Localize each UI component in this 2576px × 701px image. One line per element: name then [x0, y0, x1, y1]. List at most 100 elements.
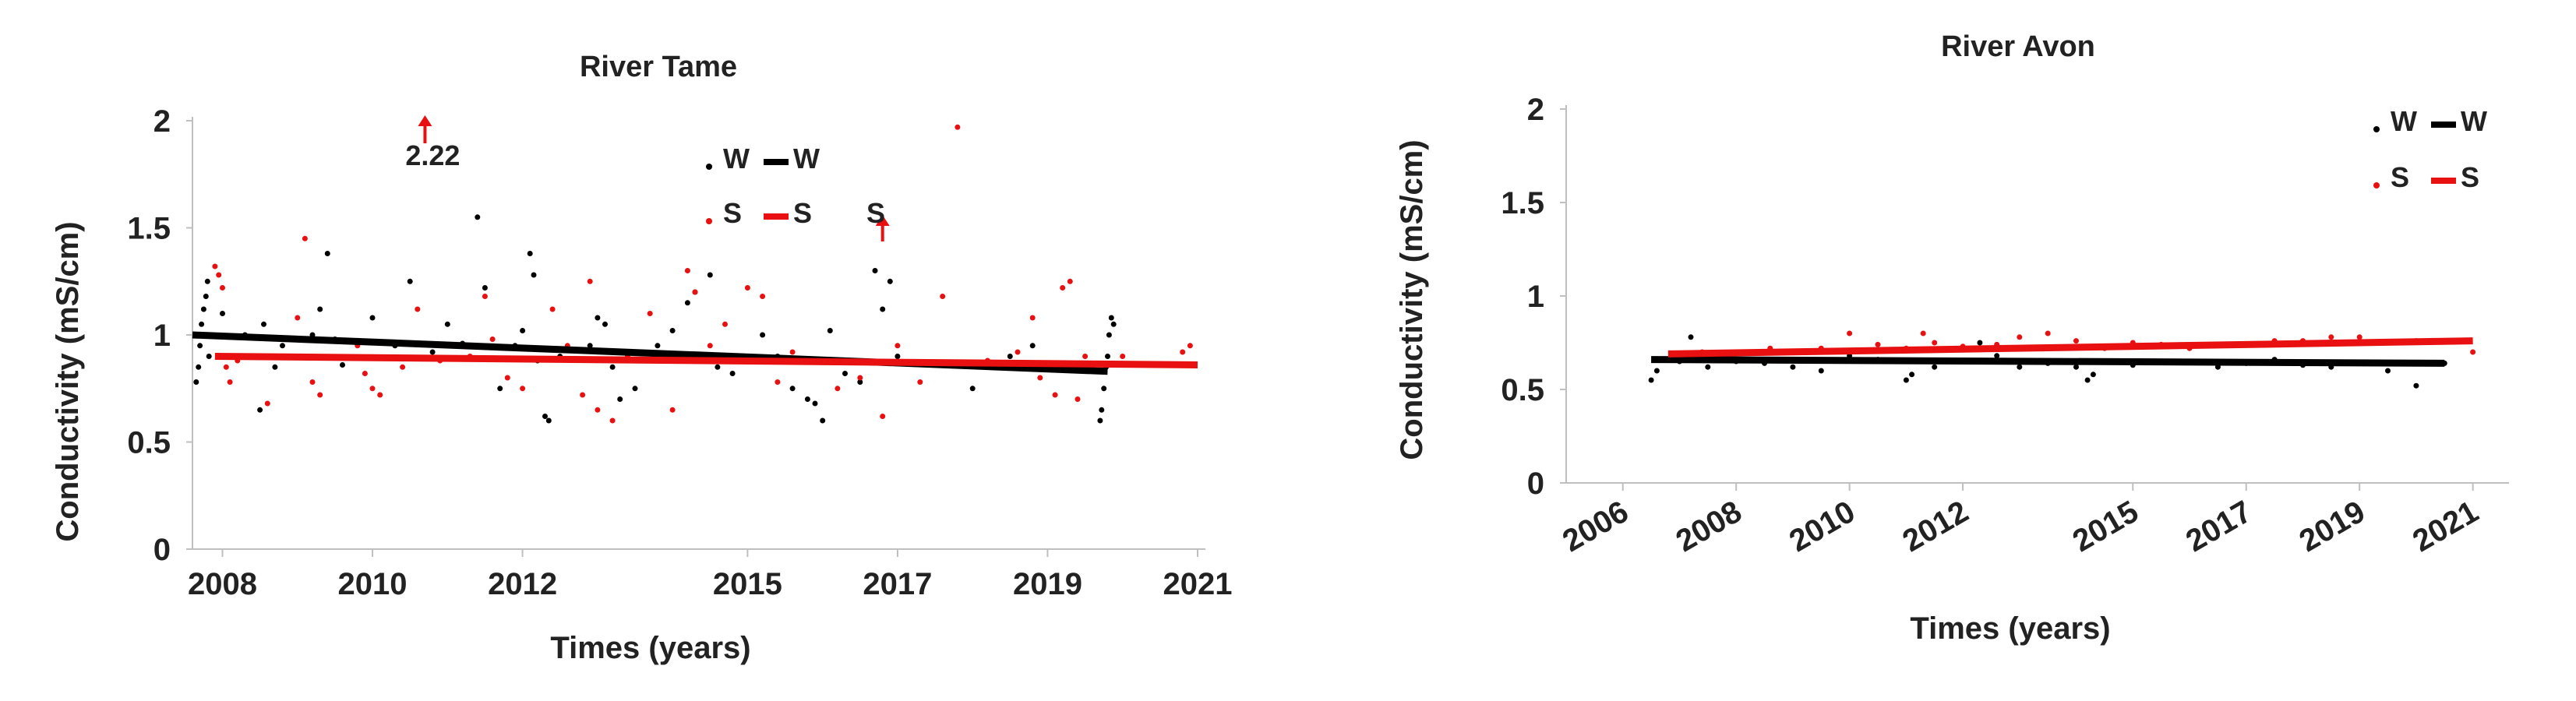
legend-dot-marker: [706, 218, 712, 224]
data-point-w: [280, 343, 285, 349]
data-point-s: [1932, 340, 1938, 346]
data-point-s: [216, 272, 222, 278]
data-point-s: [400, 364, 406, 370]
data-point-w: [193, 379, 199, 385]
data-point-w: [324, 251, 330, 256]
data-point-s: [377, 392, 383, 398]
data-point-w: [1688, 334, 1694, 340]
data-point-w: [1653, 368, 1660, 374]
data-point-s: [722, 321, 728, 327]
data-point-w: [2090, 372, 2096, 378]
chart-title: River Avon: [1941, 30, 2095, 63]
legend: W WS S S: [706, 143, 885, 229]
data-point-s: [744, 285, 750, 291]
data-point-w: [340, 362, 345, 368]
data-point-w: [317, 306, 323, 312]
data-point-s: [2017, 334, 2023, 340]
x-tick-label: 2015: [713, 567, 782, 601]
x-tick-label: 2006: [1557, 495, 1634, 559]
data-point-w: [655, 343, 661, 349]
data-point-w: [1977, 340, 1983, 346]
data-point-s: [1082, 354, 1089, 359]
data-point-s: [520, 386, 526, 392]
data-point-s: [1060, 285, 1066, 291]
x-tick-label: 2010: [1784, 495, 1861, 559]
data-point-w: [257, 407, 263, 413]
outlier-arrow-head: [418, 115, 432, 126]
data-point-s: [880, 414, 886, 419]
legend-dot-marker: [2373, 182, 2380, 188]
x-tick-label: 2021: [1163, 567, 1233, 601]
data-point-w: [842, 371, 848, 376]
data-point-w: [1909, 372, 1915, 378]
y-axis-label: Conductivity (mS/cm): [1395, 139, 1429, 460]
data-point-s: [917, 379, 923, 385]
data-point-s: [647, 311, 653, 316]
data-point-w: [820, 417, 826, 424]
data-point-w: [804, 396, 810, 402]
legend-label: W: [2391, 105, 2417, 137]
data-point-s: [1120, 354, 1126, 359]
data-point-w: [407, 278, 413, 284]
legend-label: S: [2391, 161, 2409, 193]
data-point-w: [872, 268, 878, 273]
data-point-s: [504, 375, 510, 381]
data-point-s: [775, 379, 781, 385]
data-point-w: [1790, 364, 1796, 370]
x-axis-label: Times (years): [550, 631, 750, 665]
data-point-w: [969, 386, 976, 392]
chart-title: River Tame: [580, 51, 737, 83]
data-point-w: [542, 414, 548, 419]
data-point-w: [789, 386, 796, 392]
data-point-s: [264, 400, 270, 407]
data-point-s: [1180, 349, 1186, 355]
data-point-w: [1007, 354, 1013, 359]
data-point-w: [520, 328, 526, 333]
data-point-w: [1648, 377, 1654, 383]
data-point-s: [302, 235, 308, 241]
plot-area: 0 0.5 1 1.5 2 2008 2010 2012 2015 2017 2019 2021 2.2…: [127, 104, 1232, 601]
data-point-w: [1108, 315, 1114, 321]
data-point-w: [595, 315, 601, 321]
chart-river-avon: River Avon Conductivity (mS/cm) Times (y…: [1395, 30, 2509, 646]
data-point-w: [2084, 377, 2091, 383]
data-point-w: [1097, 417, 1103, 424]
outlier-arrow-s-head: [875, 215, 890, 226]
y-axis-label: Conductivity (mS/cm): [51, 221, 85, 541]
data-point-w: [272, 364, 278, 370]
data-point-w: [531, 272, 537, 278]
x-tick-label: 2015: [2067, 495, 2144, 559]
data-point-s: [1052, 392, 1058, 398]
y-tick-label: 0: [154, 533, 171, 567]
data-point-w: [2073, 364, 2079, 370]
data-point-s: [692, 289, 698, 295]
y-tick-label: 0.5: [1501, 373, 1544, 407]
data-point-w: [475, 214, 481, 220]
data-point-w: [812, 400, 818, 407]
data-point-s: [2470, 349, 2476, 355]
data-point-w: [200, 306, 206, 312]
data-point-s: [587, 278, 593, 284]
outlier-arrow-s: [875, 215, 890, 241]
y-tick-label: 0: [1527, 467, 1544, 501]
data-point-w: [715, 364, 721, 370]
data-point-s: [1029, 315, 1036, 321]
data-point-s: [595, 407, 601, 413]
data-point-w: [1099, 407, 1105, 413]
x-tick-label: 2019: [1013, 567, 1082, 601]
data-point-s: [857, 375, 863, 381]
data-point-s: [223, 364, 229, 370]
data-point-w: [1110, 321, 1117, 327]
data-point-w: [602, 321, 608, 327]
trend-line-s: [1667, 337, 2473, 358]
data-point-s: [835, 386, 841, 392]
data-point-w: [2385, 368, 2391, 374]
data-point-s: [362, 371, 368, 376]
data-point-w: [632, 386, 638, 392]
data-point-w: [203, 294, 209, 299]
x-tick-label: 2012: [1897, 495, 1974, 559]
data-point-w: [729, 371, 736, 376]
data-point-w: [220, 311, 225, 316]
y-tick-label: 1: [154, 319, 171, 353]
data-point-s: [684, 268, 690, 273]
